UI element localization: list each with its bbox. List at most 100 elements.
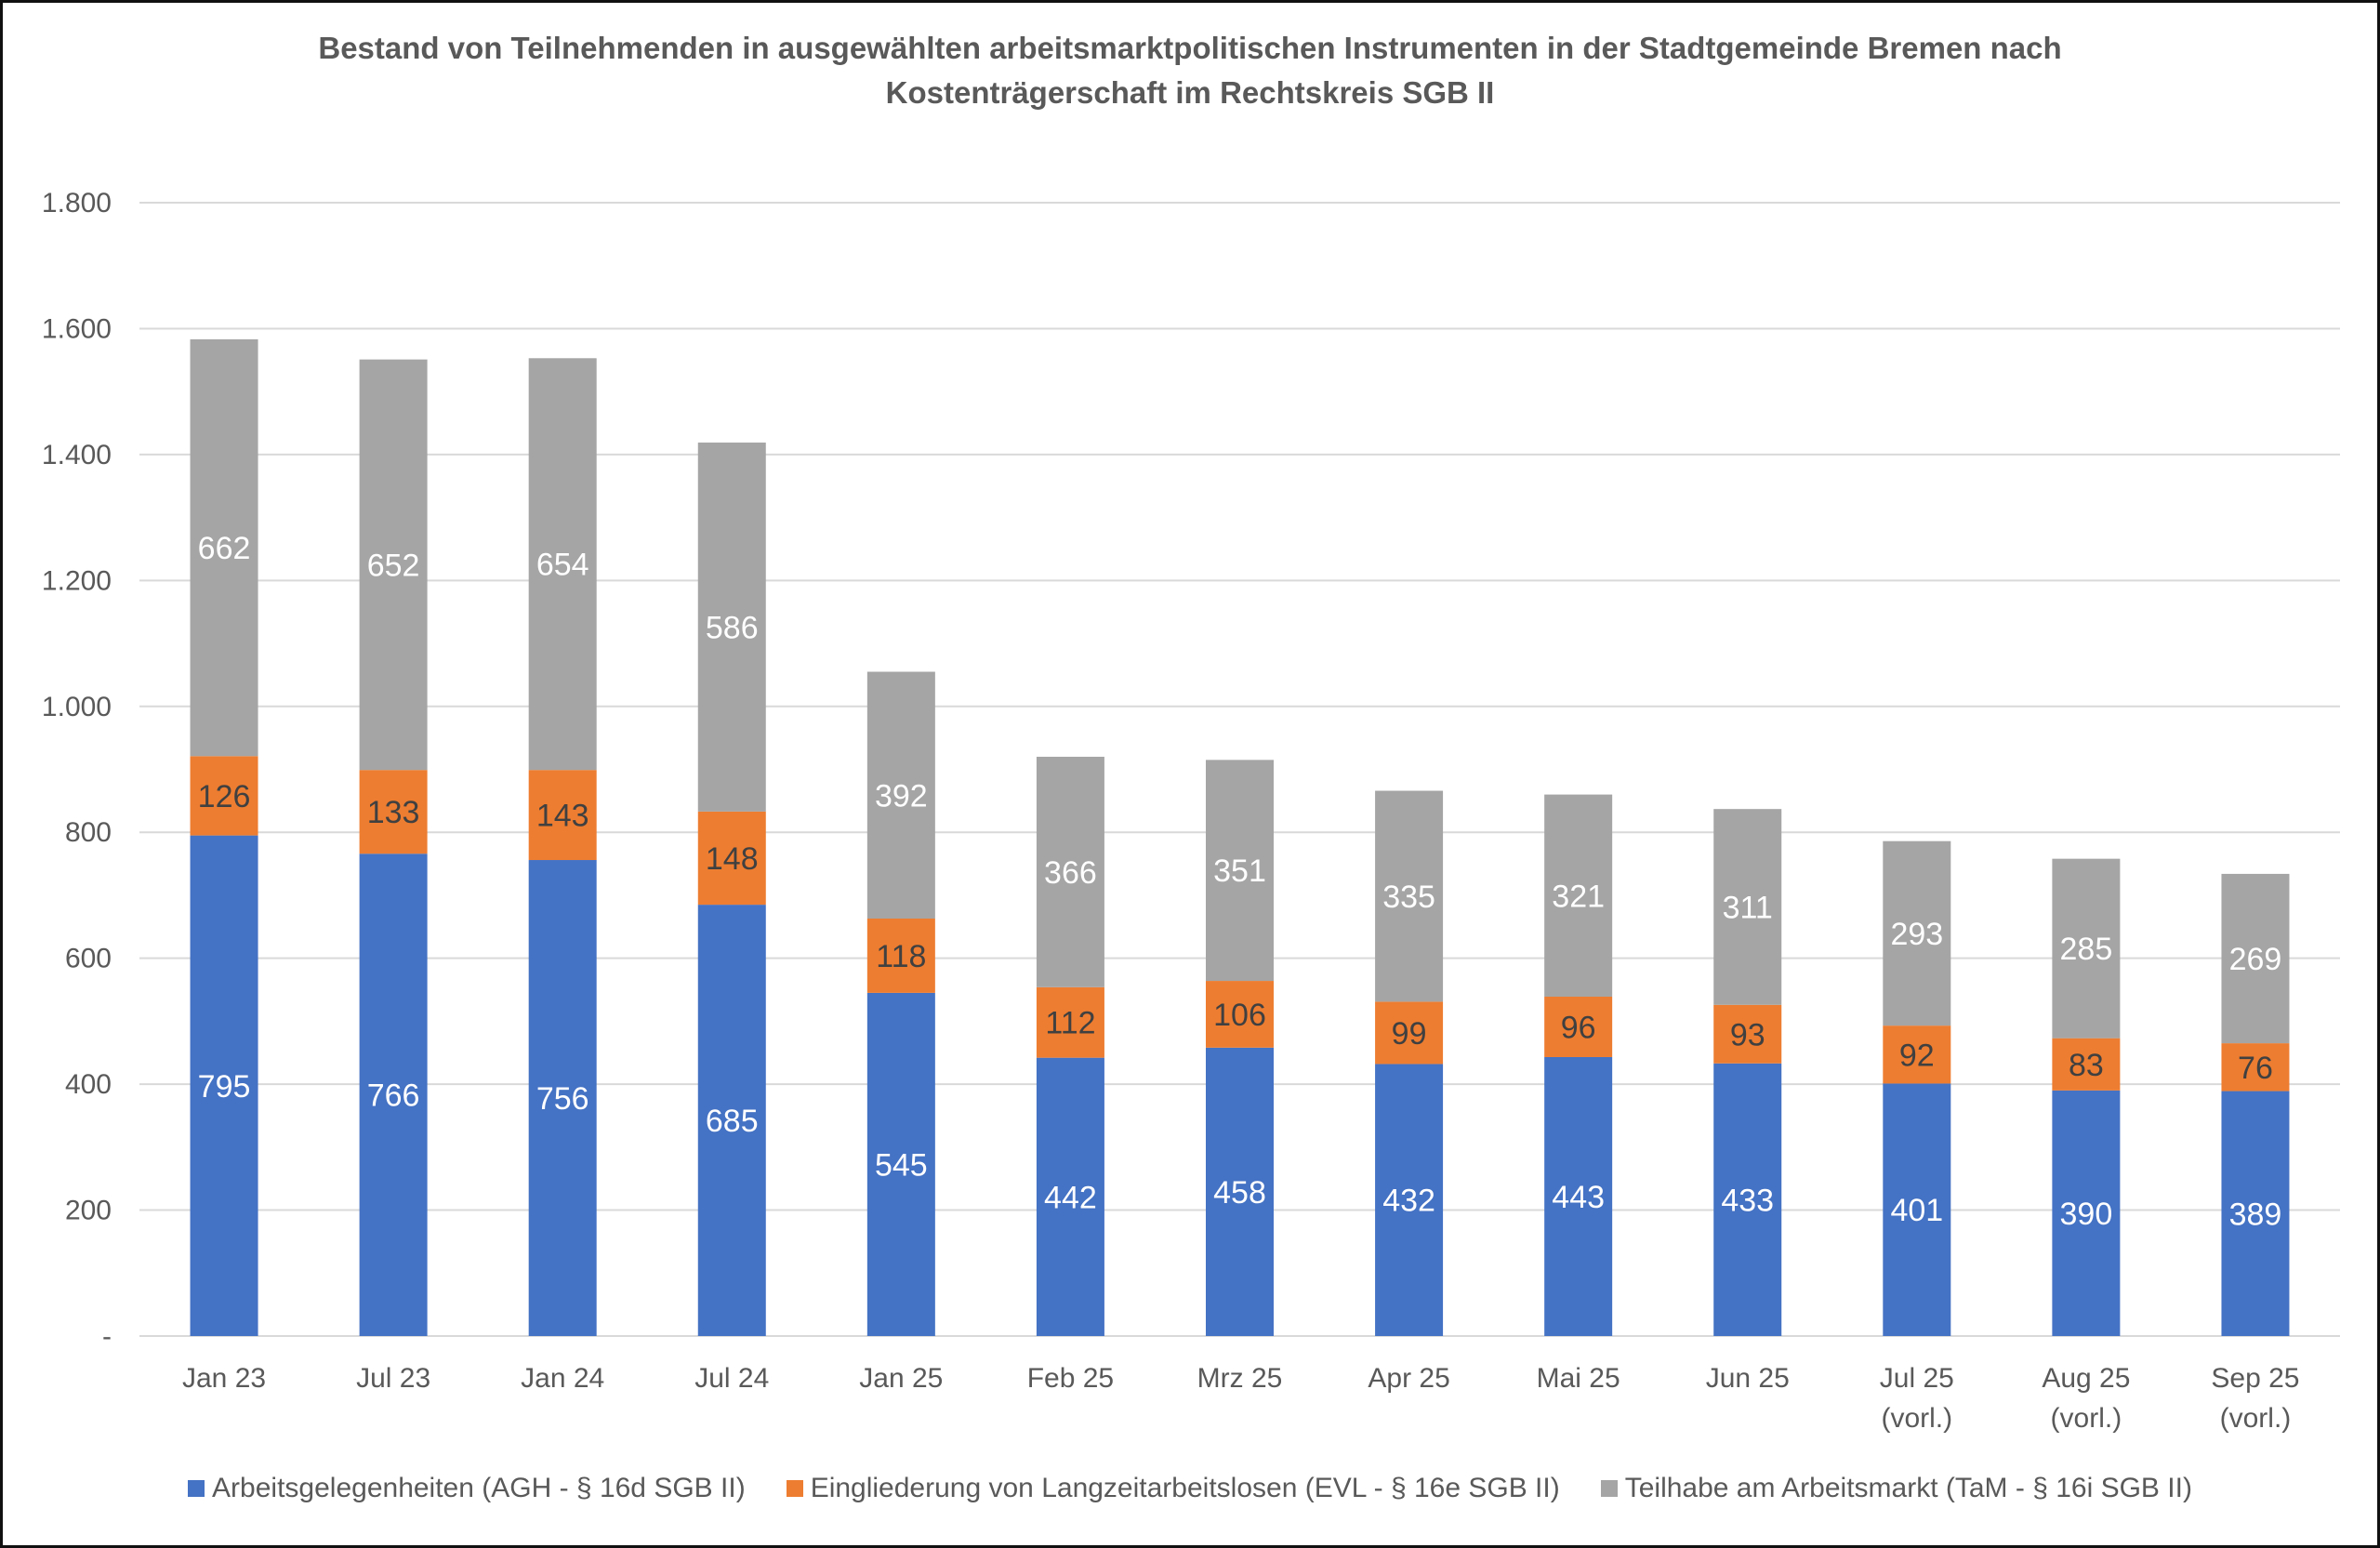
y-tick-label: 800 [65, 817, 112, 848]
bar-segment-3 [1036, 756, 1104, 987]
x-tick-label: Aug 25 [2042, 1363, 2130, 1394]
bar-segment-1 [1375, 1064, 1444, 1336]
x-tick-label: Feb 25 [1027, 1363, 1114, 1394]
y-tick-label: 600 [65, 944, 112, 974]
data-label: 795 [198, 1069, 251, 1105]
data-label: 545 [875, 1147, 928, 1183]
x-tick-label: Jan 25 [859, 1363, 943, 1394]
data-label: 311 [1723, 890, 1773, 925]
data-label: 433 [1721, 1183, 1774, 1218]
bar-segment-3 [528, 358, 597, 771]
bar-segment-1 [1713, 1063, 1782, 1336]
x-tick-label: Sep 25 [2211, 1363, 2299, 1394]
bar-segment-3 [2052, 858, 2121, 1039]
bar-segment-2 [1375, 1001, 1444, 1065]
data-label: 148 [706, 841, 759, 877]
data-label: 756 [536, 1081, 589, 1117]
y-tick-label: 200 [65, 1196, 112, 1226]
bar-segment-2 [866, 919, 935, 993]
x-tick-label: Jan 24 [521, 1363, 604, 1394]
bar-segment-3 [2221, 873, 2290, 1044]
data-label: 685 [706, 1104, 759, 1139]
data-label: 458 [1213, 1175, 1266, 1211]
data-label: 112 [1045, 1006, 1095, 1041]
data-label: 586 [706, 610, 759, 645]
x-tick-label: (vorl.) [2051, 1403, 2122, 1434]
data-label: 442 [1044, 1180, 1097, 1215]
data-label: 92 [1899, 1038, 1935, 1073]
bar-segment-2 [359, 770, 428, 854]
chart-legend: Arbeitsgelegenheiten (AGH - § 16d SGB II… [0, 1473, 2380, 1504]
bar-segment-3 [1375, 790, 1444, 1002]
bar-segment-2 [697, 811, 766, 906]
data-label: 366 [1044, 855, 1097, 891]
legend-label: Eingliederung von Langzeitarbeitslosen (… [810, 1473, 1560, 1503]
data-label: 133 [367, 795, 420, 830]
y-tick-label: 1.800 [42, 188, 112, 218]
bar-segment-1 [866, 992, 935, 1336]
data-label: 93 [1730, 1017, 1765, 1052]
x-tick-label: Mrz 25 [1197, 1363, 1283, 1394]
bar-segment-3 [697, 443, 766, 812]
y-tick-label: 1.200 [42, 565, 112, 596]
x-tick-label: Mai 25 [1537, 1363, 1620, 1394]
data-label: 392 [875, 778, 928, 814]
data-label: 766 [367, 1078, 420, 1114]
data-label: 432 [1382, 1184, 1435, 1219]
legend-item-3: Teilhabe am Arbeitsmarkt (TaM - § 16i SG… [1600, 1473, 2192, 1504]
data-label: 285 [2060, 932, 2113, 967]
data-label: 99 [1392, 1016, 1427, 1052]
legend-label: Teilhabe am Arbeitsmarkt (TaM - § 16i SG… [1624, 1473, 2192, 1503]
x-tick-label: Jun 25 [1706, 1363, 1790, 1394]
y-tick-label: 1.600 [42, 313, 112, 344]
data-label: 652 [367, 548, 420, 583]
legend-swatch [188, 1480, 205, 1497]
y-tick-label: 1.400 [42, 440, 112, 470]
bar-segment-1 [1883, 1083, 1951, 1336]
legend-item-2: Eingliederung von Langzeitarbeitslosen (… [786, 1473, 1560, 1504]
x-tick-label: (vorl.) [1881, 1403, 1952, 1434]
data-label: 335 [1382, 880, 1435, 915]
bar-segment-3 [1713, 809, 1782, 1005]
bar-segment-2 [1883, 1025, 1951, 1084]
data-label: 269 [2229, 942, 2282, 977]
legend-label: Arbeitsgelegenheiten (AGH - § 16d SGB II… [212, 1473, 746, 1503]
data-label: 321 [1552, 879, 1605, 914]
data-label: 401 [1890, 1193, 1943, 1228]
x-tick-label: Apr 25 [1368, 1363, 1449, 1394]
data-label: 443 [1552, 1180, 1605, 1215]
data-label: 351 [1213, 853, 1266, 889]
data-label: 390 [2060, 1197, 2113, 1232]
bar-segment-2 [190, 756, 258, 836]
bar-segment-3 [359, 359, 428, 771]
data-label: 662 [198, 531, 251, 566]
bar-segment-1 [2221, 1091, 2290, 1336]
x-tick-label: Jul 24 [694, 1363, 769, 1394]
chart-title-line-1: Bestand von Teilnehmenden in ausgewählte… [318, 31, 2062, 65]
x-tick-label: Jan 23 [182, 1363, 266, 1394]
bar-segment-1 [190, 835, 258, 1336]
bar-segment-1 [1036, 1057, 1104, 1336]
y-tick-label: 1.000 [42, 692, 112, 722]
bar-segment-3 [190, 338, 258, 757]
legend-item-1: Arbeitsgelegenheiten (AGH - § 16d SGB II… [188, 1473, 746, 1504]
bar-segment-2 [1713, 1004, 1782, 1064]
data-label: 76 [2238, 1051, 2273, 1086]
data-label: 126 [198, 779, 251, 814]
data-label: 106 [1213, 998, 1266, 1033]
data-label: 293 [1890, 917, 1943, 952]
data-label: 389 [2229, 1197, 2282, 1232]
x-tick-label: Jul 25 [1880, 1363, 1954, 1394]
chart-title-line-2: Kostenträgerschaft im Rechtskreis SGB II [885, 75, 1495, 110]
legend-swatch [786, 1480, 803, 1497]
y-tick-label: 400 [65, 1069, 112, 1100]
y-tick-label: - [102, 1321, 112, 1352]
bar-segment-1 [697, 905, 766, 1336]
bar-segment-1 [2052, 1090, 2121, 1336]
bar-segment-2 [1206, 981, 1274, 1048]
bar-segment-1 [1206, 1047, 1274, 1336]
bar-segment-2 [528, 770, 597, 861]
bar-segment-3 [1883, 840, 1951, 1026]
bar-segment-1 [359, 853, 428, 1336]
data-label: 118 [876, 939, 926, 974]
